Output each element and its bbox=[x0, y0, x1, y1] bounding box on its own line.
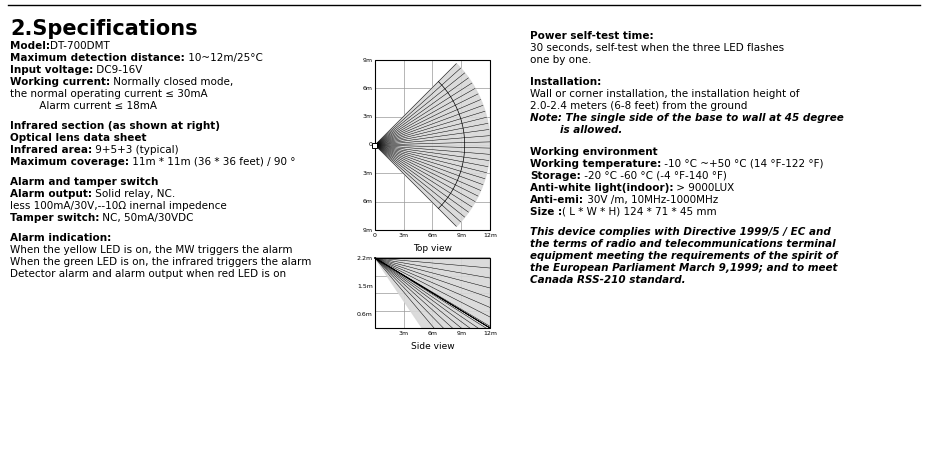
Text: 9m: 9m bbox=[362, 57, 373, 62]
Text: the terms of radio and telecommunications terminal: the terms of radio and telecommunication… bbox=[529, 239, 834, 249]
Text: Input voltage:: Input voltage: bbox=[10, 65, 93, 75]
Text: NC, 50mA/30VDC: NC, 50mA/30VDC bbox=[99, 213, 194, 223]
Text: 9m: 9m bbox=[362, 228, 373, 233]
Text: Installation:: Installation: bbox=[529, 77, 601, 87]
Text: 6m: 6m bbox=[362, 199, 373, 204]
Text: 9m: 9m bbox=[456, 233, 465, 238]
Text: Working environment: Working environment bbox=[529, 147, 657, 157]
Text: 11m * 11m (36 * 36 feet) / 90 °: 11m * 11m (36 * 36 feet) / 90 ° bbox=[129, 157, 295, 167]
Text: the European Parliament March 9,1999; and to meet: the European Parliament March 9,1999; an… bbox=[529, 263, 836, 273]
Text: -10 °C ~+50 °C (14 °F-122 °F): -10 °C ~+50 °C (14 °F-122 °F) bbox=[661, 159, 823, 169]
Text: Alarm output:: Alarm output: bbox=[10, 189, 92, 199]
Text: This device complies with Directive 1999/5 / EC and: This device complies with Directive 1999… bbox=[529, 227, 830, 237]
Text: 0: 0 bbox=[369, 142, 373, 148]
Text: 1.5m: 1.5m bbox=[357, 283, 373, 289]
Text: 6m: 6m bbox=[362, 86, 373, 91]
Text: Anti-emi:: Anti-emi: bbox=[529, 195, 583, 205]
Text: > 9000LUX: > 9000LUX bbox=[673, 183, 734, 193]
Text: Model:: Model: bbox=[10, 41, 50, 51]
Polygon shape bbox=[375, 64, 489, 226]
Text: Canada RSS-210 standard.: Canada RSS-210 standard. bbox=[529, 275, 685, 285]
Text: Size :: Size : bbox=[529, 207, 562, 217]
Text: DT-700DMT: DT-700DMT bbox=[50, 41, 109, 51]
Text: 30V /m, 10MHz-1000MHz: 30V /m, 10MHz-1000MHz bbox=[583, 195, 717, 205]
Text: 0.6m: 0.6m bbox=[357, 312, 373, 317]
Text: ( L * W * H) 124 * 71 * 45 mm: ( L * W * H) 124 * 71 * 45 mm bbox=[562, 207, 716, 217]
Text: Infrared section (as shown at right): Infrared section (as shown at right) bbox=[10, 121, 220, 131]
Text: Working current:: Working current: bbox=[10, 77, 110, 87]
Text: Working temperature:: Working temperature: bbox=[529, 159, 661, 169]
Text: 12m: 12m bbox=[482, 233, 497, 238]
Text: Alarm indication:: Alarm indication: bbox=[10, 233, 111, 243]
Text: Solid relay, NC.: Solid relay, NC. bbox=[92, 189, 175, 199]
Text: Maximum detection distance:: Maximum detection distance: bbox=[10, 53, 184, 63]
Text: Power self-test time:: Power self-test time: bbox=[529, 31, 653, 41]
Text: -20 °C -60 °C (-4 °F-140 °F): -20 °C -60 °C (-4 °F-140 °F) bbox=[580, 171, 726, 181]
Bar bbox=[372, 142, 377, 148]
Text: 6m: 6m bbox=[427, 331, 437, 336]
Text: 9+5+3 (typical): 9+5+3 (typical) bbox=[92, 145, 179, 155]
Text: 2.Specifications: 2.Specifications bbox=[10, 19, 197, 39]
Text: Infrared area:: Infrared area: bbox=[10, 145, 92, 155]
Text: 2.0-2.4 meters (6-8 feet) from the ground: 2.0-2.4 meters (6-8 feet) from the groun… bbox=[529, 101, 746, 111]
Text: Alarm current ≤ 18mA: Alarm current ≤ 18mA bbox=[10, 101, 157, 111]
Text: 3m: 3m bbox=[362, 171, 373, 176]
Text: is allowed.: is allowed. bbox=[559, 125, 622, 135]
Text: 30 seconds, self-test when the three LED flashes: 30 seconds, self-test when the three LED… bbox=[529, 43, 783, 53]
Text: When the green LED is on, the infrared triggers the alarm: When the green LED is on, the infrared t… bbox=[10, 257, 311, 267]
Bar bbox=[375, 60, 489, 230]
Text: DC9-16V: DC9-16V bbox=[93, 65, 143, 75]
Bar bbox=[375, 258, 489, 328]
Text: 10~12m/25°C: 10~12m/25°C bbox=[184, 53, 262, 63]
Text: Storage:: Storage: bbox=[529, 171, 580, 181]
Text: 3m: 3m bbox=[399, 233, 409, 238]
Text: Anti-white light(indoor):: Anti-white light(indoor): bbox=[529, 183, 673, 193]
Text: 0: 0 bbox=[373, 233, 376, 238]
Text: 12m: 12m bbox=[482, 331, 497, 336]
Text: Side view: Side view bbox=[411, 342, 454, 351]
Text: the normal operating current ≤ 30mA: the normal operating current ≤ 30mA bbox=[10, 89, 208, 99]
Text: Tamper switch:: Tamper switch: bbox=[10, 213, 99, 223]
Text: Detector alarm and alarm output when red LED is on: Detector alarm and alarm output when red… bbox=[10, 269, 286, 279]
Text: one by one.: one by one. bbox=[529, 55, 590, 65]
Text: Maximum coverage:: Maximum coverage: bbox=[10, 157, 129, 167]
Polygon shape bbox=[375, 258, 489, 328]
Text: 2.2m: 2.2m bbox=[357, 255, 373, 260]
Text: Normally closed mode,: Normally closed mode, bbox=[110, 77, 233, 87]
Text: 9m: 9m bbox=[456, 331, 465, 336]
Text: 6m: 6m bbox=[427, 233, 437, 238]
Text: 3m: 3m bbox=[399, 331, 409, 336]
Text: Note: The single side of the base to wall at 45 degree: Note: The single side of the base to wal… bbox=[529, 113, 843, 123]
Text: equipment meeting the requirements of the spirit of: equipment meeting the requirements of th… bbox=[529, 251, 836, 261]
Text: less 100mA/30V,--10Ω inernal impedence: less 100mA/30V,--10Ω inernal impedence bbox=[10, 201, 226, 211]
Text: Alarm and tamper switch: Alarm and tamper switch bbox=[10, 177, 159, 187]
Text: Wall or corner installation, the installation height of: Wall or corner installation, the install… bbox=[529, 89, 799, 99]
Text: When the yellow LED is on, the MW triggers the alarm: When the yellow LED is on, the MW trigge… bbox=[10, 245, 292, 255]
Text: Optical lens data sheet: Optical lens data sheet bbox=[10, 133, 146, 143]
Text: 3m: 3m bbox=[362, 114, 373, 119]
Text: Top view: Top view bbox=[413, 244, 451, 253]
